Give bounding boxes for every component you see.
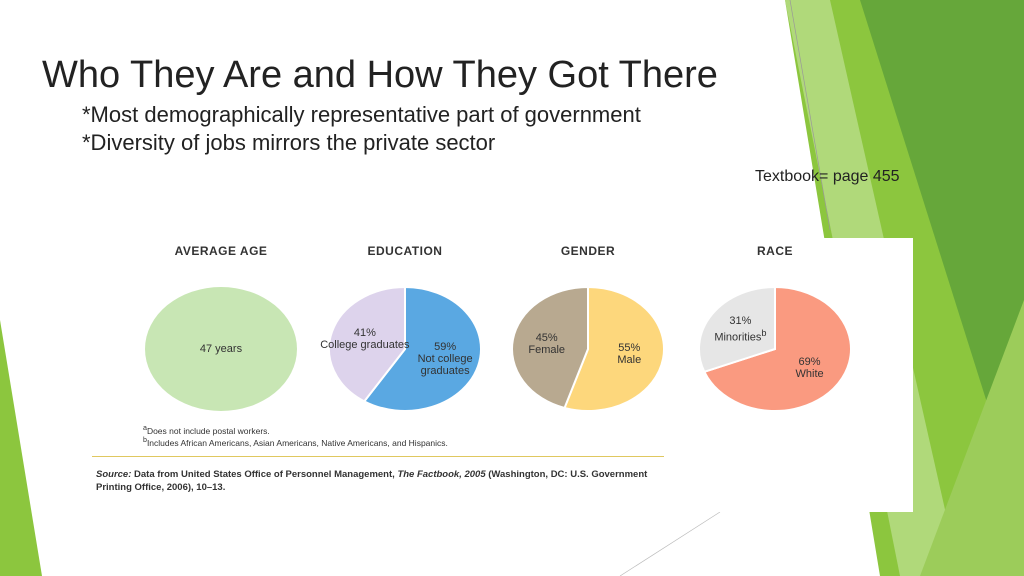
pie-slice xyxy=(702,285,852,412)
chart-title: GENDER xyxy=(560,244,616,258)
category-note: b xyxy=(761,328,767,339)
category-label: Female xyxy=(502,344,592,356)
footnote-text: Includes African Americans, Asian Americ… xyxy=(146,437,448,448)
slice-label: 45% Female xyxy=(502,332,592,356)
pie-slice xyxy=(511,285,589,410)
pie-slice xyxy=(328,285,406,403)
value-label: 55% xyxy=(618,342,641,355)
decor-line xyxy=(789,0,831,231)
source-label: Source: xyxy=(96,469,132,480)
value-label: 41% xyxy=(353,327,376,340)
bullet: *Diversity of jobs mirrors the private s… xyxy=(82,130,496,155)
category-label: Not college graduates xyxy=(400,353,490,377)
bullet: *Most demographically representative par… xyxy=(82,102,641,127)
footnote-text: Does not include postal workers. xyxy=(146,425,270,436)
chart-title: RACE xyxy=(756,244,793,258)
slice-label: 59% Not college graduates xyxy=(400,341,490,377)
decor-shape xyxy=(860,0,1024,520)
decor-shape xyxy=(0,320,42,576)
chart-title: EDUCATION xyxy=(367,244,443,258)
category-label: White xyxy=(765,368,855,380)
pie-slice xyxy=(362,285,482,412)
category-name: Male xyxy=(617,354,642,367)
source-text: Data from United States Office of Person… xyxy=(134,469,398,480)
category-name: Female xyxy=(528,343,566,356)
value-label: 47 years xyxy=(199,343,243,355)
source-text: (Washington, DC: U.S. Government Printin… xyxy=(96,469,648,493)
footnote: aDoes not include postal workers. xyxy=(143,424,270,436)
value-label: 31% xyxy=(729,315,752,328)
reference: Textbook= page 455 xyxy=(755,168,900,185)
divider xyxy=(92,456,664,457)
value-label: 69% xyxy=(798,356,821,369)
category-name: Not college graduates xyxy=(417,352,473,377)
chart-title: AVERAGE AGE xyxy=(174,244,268,258)
source-title: The Factbook, 2005 xyxy=(397,469,486,480)
value-label: 45% xyxy=(535,331,558,344)
pie-slice xyxy=(698,285,776,374)
category-name: White xyxy=(795,368,824,381)
slice-label: 47 years xyxy=(176,343,266,355)
category-label: Male xyxy=(584,354,674,366)
pie-charts xyxy=(145,285,852,412)
pie-slice xyxy=(563,285,665,412)
slice-label: 31% Minoritiesb xyxy=(695,315,785,344)
footnote-mark: b xyxy=(143,436,147,444)
slide-title: Who They Are and How They Got There xyxy=(42,54,718,96)
slice-label: 55% Male xyxy=(584,342,674,366)
category-label: Minoritiesb xyxy=(695,327,785,344)
slice-label: 69% White xyxy=(765,356,855,380)
pie-slice xyxy=(145,287,297,411)
value-label: 59% xyxy=(434,340,457,353)
category-label: College graduates xyxy=(320,339,410,351)
category-name: Minorities xyxy=(714,331,762,344)
figure: aDoes not include postal workers. bInclu… xyxy=(88,238,913,512)
decor-line xyxy=(619,511,721,576)
category-name: College graduates xyxy=(320,339,410,352)
footnote: bIncludes African Americans, Asian Ameri… xyxy=(143,436,448,448)
decor-shape xyxy=(920,300,1024,576)
footnote-mark: a xyxy=(143,424,147,432)
slice-label: 41% College graduates xyxy=(320,327,410,351)
source: Source: Data from United States Office o… xyxy=(96,468,656,494)
